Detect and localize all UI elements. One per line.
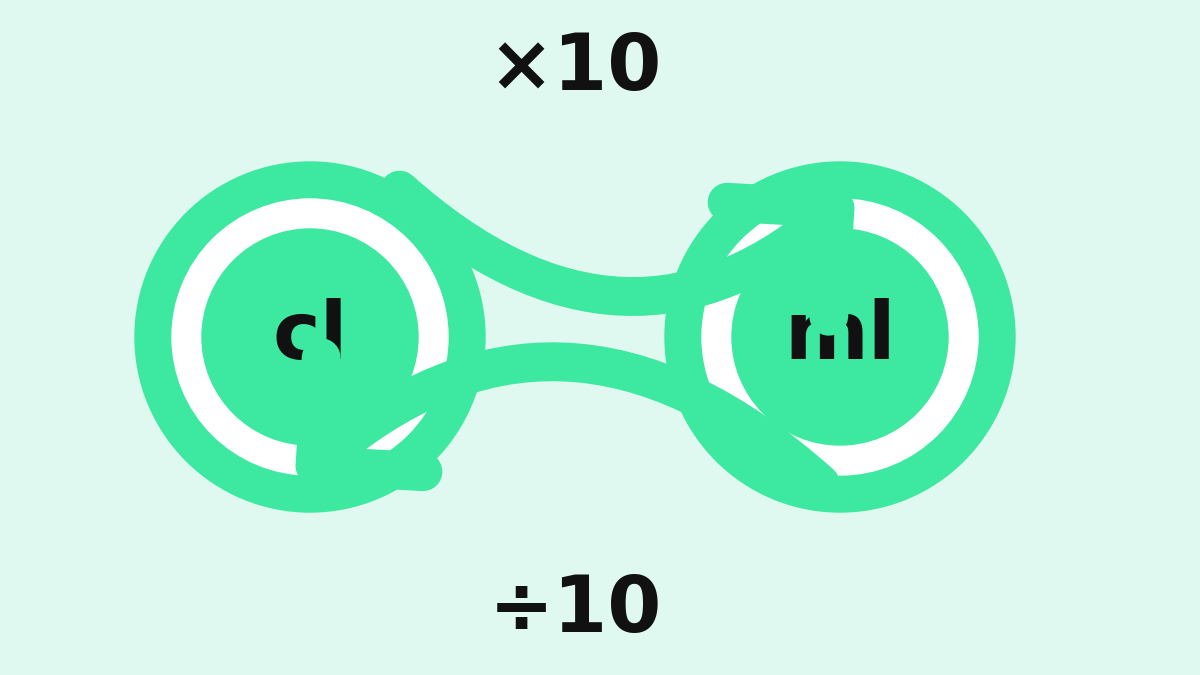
Circle shape (202, 229, 418, 445)
Text: ÷10: ÷10 (488, 572, 661, 648)
FancyArrowPatch shape (316, 358, 821, 484)
Text: ml: ml (785, 298, 895, 376)
Circle shape (732, 229, 948, 445)
Circle shape (665, 162, 1015, 512)
FancyArrowPatch shape (400, 190, 835, 317)
Circle shape (134, 162, 485, 512)
Circle shape (172, 199, 448, 475)
Circle shape (702, 199, 978, 475)
Text: cl: cl (272, 298, 348, 376)
Text: ×10: ×10 (488, 30, 661, 106)
